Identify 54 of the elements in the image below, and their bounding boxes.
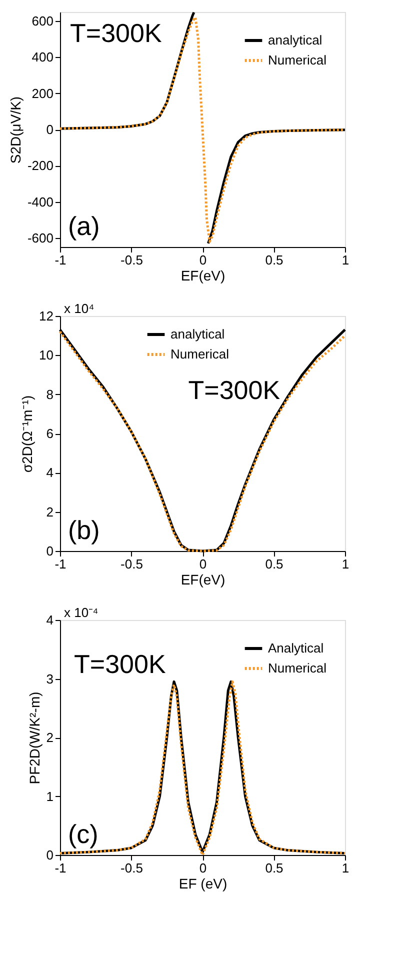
x-tick-label: 1 [342,556,350,572]
y-tick-label: 4 [46,612,54,628]
text: x 10⁻⁴ [64,605,98,620]
x-tick-label: -0.5 [120,252,143,268]
legend-label: analytical [268,32,322,48]
legend-label: Numerical [268,660,327,676]
text: x 10⁴ [64,301,94,316]
x-tick-label: 0.5 [265,556,284,572]
y-tick-label: 0 [46,122,54,137]
y-axis-title: PF2D(W/K²-m) [26,692,42,784]
x-tick-label: 0 [199,252,207,268]
y-tick-label: 0 [46,544,54,558]
y-tick-label: 2 [46,504,54,520]
annotation: (c) [68,819,98,849]
legend-label: Numerical [170,346,230,362]
legend-label: Analytical [268,640,324,656]
legend-label: analytical [170,326,225,342]
y-tick-label: 6 [46,426,54,441]
annotation: (a) [68,211,100,241]
y-tick-label: 3 [46,671,54,686]
x-tick-label: 0.5 [265,252,284,268]
x-tick-label: -0.5 [120,860,143,876]
x-tick-label: -1 [54,556,66,572]
x-tick-label: -1 [54,860,66,876]
x-tick-label: -1 [54,252,66,268]
annotation: T=300K [188,375,281,406]
annotation: T=300K [74,649,166,679]
x-tick-label: -0.5 [120,556,143,572]
y-axis-title: S2D(μV/K) [7,96,24,164]
y-tick-label: -200 [27,158,54,174]
x-axis-title: EF(eV) [180,268,226,284]
y-tick-label: 1 [46,788,54,804]
y-axis-title: σ2D(Ω⁻¹m⁻¹) [19,395,36,473]
y-tick-label: 10 [39,348,54,363]
x-tick-label: 1 [342,860,350,876]
y-tick-label: 8 [46,386,54,402]
x-axis-title: EF(eV) [180,572,226,588]
legend-label: Numerical [268,52,327,68]
y-tick-label: -400 [27,194,54,210]
y-tick-label: 12 [39,308,54,324]
annotation: (b) [68,515,100,545]
x-tick-label: 0.5 [265,860,284,876]
y-tick-label: -600 [27,230,54,246]
y-tick-label: 0 [46,848,54,862]
y-tick-label: 600 [32,14,54,29]
x-axis-title: EF (eV) [178,876,228,892]
x-tick-label: 0 [199,860,207,876]
x-tick-label: 0 [199,556,207,572]
y-tick-label: 200 [32,86,54,101]
y-tick-label: 2 [46,730,54,745]
x-tick-label: 1 [342,252,350,268]
y-tick-label: 4 [46,465,54,480]
y-tick-label: 400 [32,50,54,65]
annotation: T=300K [70,18,162,48]
